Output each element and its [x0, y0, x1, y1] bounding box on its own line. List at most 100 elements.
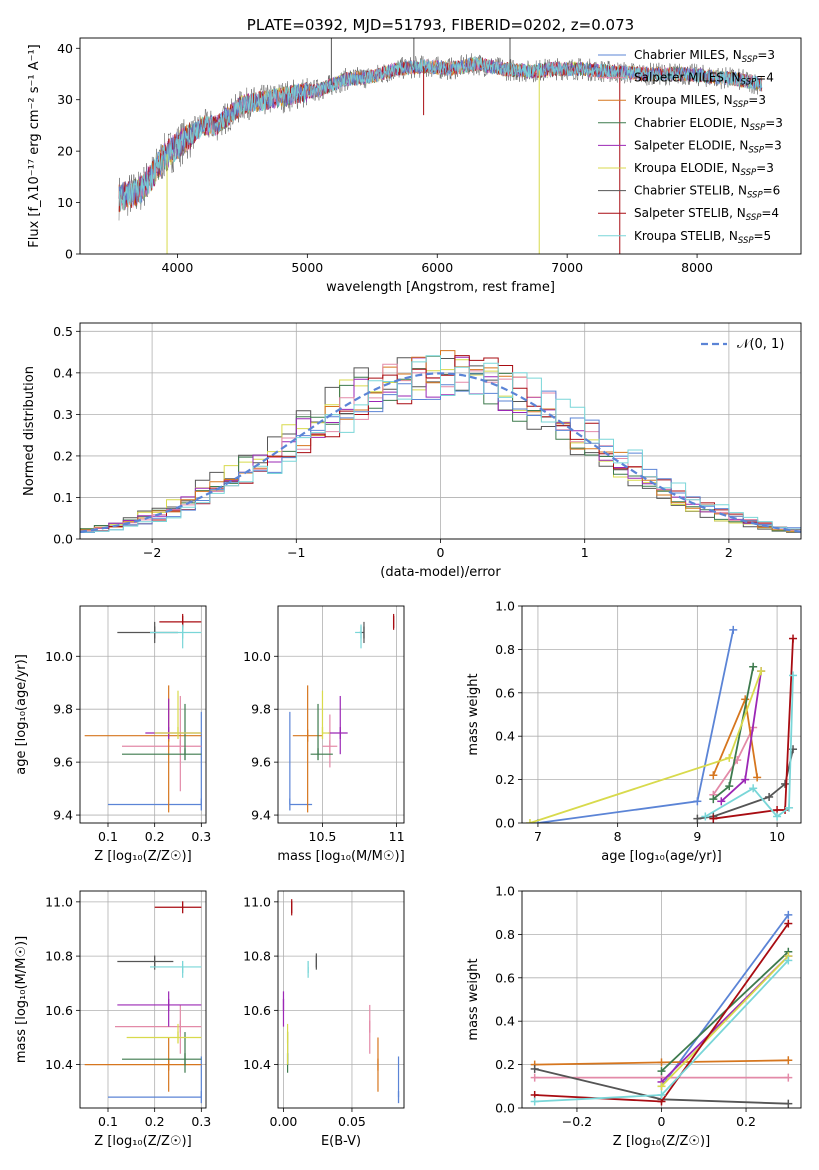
weight-line: [697, 749, 794, 820]
legend-label-chabrier_miles: Chabrier MILES, NSSP=3: [634, 48, 775, 65]
errorbar-point-chabrier_elodie: [122, 703, 202, 761]
x-tick-label: 9: [693, 829, 701, 844]
errorbar-point-salpeter_stelib: [154, 901, 202, 914]
y-axis-label: mass weight: [466, 673, 481, 755]
x-tick-label: 10: [769, 829, 785, 844]
plot-area: [289, 613, 395, 813]
y-tick-label: 9.4: [53, 808, 73, 823]
errorbar-point-chabrier_miles: [108, 711, 202, 811]
x-axis-label: Z [log₁₀(Z/Z☉)]: [613, 1134, 710, 1149]
axes-frame: [521, 890, 802, 1109]
legend-label-kroupa_stelib: Kroupa STELIB, NSSP=5: [634, 229, 771, 246]
plot-area: [530, 910, 793, 1108]
legend-label-salpeter_elodie: Salpeter ELODIE, NSSP=3: [634, 138, 782, 155]
y-tick-label: 0.8: [495, 927, 515, 942]
x-tick-label: 7: [534, 829, 542, 844]
y-axis-label: mass weight: [466, 958, 481, 1040]
y-tick-label: 10.6: [45, 1003, 73, 1018]
axes-frame: [277, 605, 405, 824]
weight-series-chabrier_elodie: [709, 662, 758, 804]
axes-residuals: −2 −1 0 1 2 0.0 0.1 0.2 0.3 0.4 0.5 (data-model)/er…: [22, 322, 802, 580]
errorbar-point-chabrier_elodie: [310, 703, 333, 761]
x-tick-label: 11: [389, 829, 405, 844]
y-tick-label: 30: [57, 92, 73, 107]
x-axis-label: Z [log₁₀(Z/Z☉)]: [94, 1134, 191, 1149]
plot-area: [84, 613, 202, 813]
axes-weight_vs_age: 7 8 9 10 0.0 0.2 0.4 0.6 0.8 1.0 age [log₁₀(age/yr…: [466, 599, 802, 864]
y-tick-label: 10.0: [243, 649, 271, 664]
errorbar-point-salpeter_stelib: [159, 613, 202, 630]
weight-series-salpeter_stelib: [709, 634, 798, 823]
weight-series-kroupa_stelib: [530, 956, 793, 1106]
errorbar-point-chabrier_miles: [108, 1056, 202, 1104]
y-tick-label: 0.2: [53, 448, 73, 463]
x-axis-label: Z [log₁₀(Z/Z☉)]: [94, 849, 191, 864]
x-tick-label: 2: [725, 545, 733, 560]
x-tick-label: 4000: [162, 260, 194, 275]
weight-series-chabrier_miles: [657, 910, 793, 1091]
y-tick-label: 11.0: [45, 894, 73, 909]
y-tick-label: 10: [57, 195, 73, 210]
legend-label-chabrier_stelib: Chabrier STELIB, NSSP=6: [634, 184, 780, 201]
y-tick-label: 9.4: [251, 808, 271, 823]
y-tick-label: 1.0: [495, 884, 515, 899]
legend-label-salpeter_stelib: Salpeter STELIB, NSSP=4: [634, 206, 779, 223]
errorbar-point-kroupa_elodie: [321, 690, 330, 740]
axes-weight_vs_z: −0.2 0 0.2 0.0 0.2 0.4 0.6 0.8 1.0 Z [log₁₀(Z/Z☉)…: [466, 884, 802, 1149]
y-tick-label: 10.6: [243, 1003, 271, 1018]
axes-frame: [277, 890, 405, 1109]
axes-frame: [79, 890, 207, 1109]
errorbar-point-kroupa_stelib: [150, 624, 202, 649]
y-tick-label: 0.2: [495, 772, 515, 787]
x-tick-label: 6000: [421, 260, 453, 275]
y-tick-label: 0.0: [495, 1101, 515, 1116]
errorbar-point-kroupa_stelib: [150, 960, 202, 978]
y-tick-label: 9.6: [251, 755, 271, 770]
x-tick-label: 0: [437, 545, 445, 560]
errorbar-point-chabrier_elodie: [122, 1032, 202, 1073]
errorbar-point-chabrier_stelib: [117, 955, 174, 970]
legend-label-normal: 𝒩(0, 1): [737, 337, 784, 352]
weight-line: [660, 914, 790, 1087]
errorbar-point-kroupa_miles: [84, 1037, 202, 1092]
x-tick-label: 0.05: [338, 1114, 366, 1129]
axes-frame: [79, 37, 802, 255]
y-axis-label: mass [log₁₀(M/M☉)]: [14, 936, 29, 1063]
normal-reference-curve: [80, 372, 801, 533]
errorbar-point-chabrier_miles: [289, 711, 313, 811]
x-tick-label: 5000: [291, 260, 323, 275]
errorbar-point-salpeter_miles: [122, 695, 202, 792]
x-tick-label: 0.2: [145, 1114, 165, 1129]
y-tick-label: 10.8: [243, 949, 271, 964]
y-tick-label: 0.6: [495, 970, 515, 985]
y-tick-label: 0.0: [53, 532, 73, 547]
x-tick-label: 0.1: [98, 829, 118, 844]
x-tick-label: 8000: [681, 260, 713, 275]
weight-series-kroupa_elodie: [525, 667, 766, 823]
y-tick-label: 0.6: [495, 685, 515, 700]
axes-age_vs_mass: 10.5 11 9.4 9.6 9.8 10.0 mass [log₁₀(M/M☉)]: [243, 605, 405, 864]
y-tick-label: 9.8: [53, 702, 73, 717]
axes-mass_vs_ebv: 0.00 0.05 10.4 10.6 10.8 11.0 E(B-V): [243, 890, 405, 1149]
errorbar-point-salpeter_miles: [322, 714, 338, 768]
y-tick-label: 0.1: [53, 490, 73, 505]
legend-label-salpeter_miles: Salpeter MILES, NSSP=4: [634, 71, 774, 88]
y-tick-label: 0.8: [495, 642, 515, 657]
y-tick-label: 0.4: [53, 365, 73, 380]
plot-area: [80, 350, 801, 536]
y-axis-label: Flux [f_λ10⁻¹⁷ erg cm⁻² s⁻¹ A⁻¹]: [27, 44, 42, 248]
x-tick-label: 0.00: [270, 1114, 298, 1129]
y-tick-label: 0: [65, 247, 73, 262]
legend-label-chabrier_elodie: Chabrier ELODIE, NSSP=3: [634, 116, 783, 133]
x-tick-label: 0.1: [98, 1114, 118, 1129]
x-tick-label: 10.5: [309, 829, 337, 844]
x-tick-label: 0.2: [736, 1114, 756, 1129]
y-tick-label: 10.8: [45, 949, 73, 964]
y-tick-label: 40: [57, 41, 73, 56]
weight-series-kroupa_stelib: [701, 671, 798, 821]
weight-series-kroupa_elodie: [657, 952, 793, 1091]
errorbar-point-kroupa_stelib: [355, 624, 362, 649]
x-tick-label: 7000: [551, 260, 583, 275]
y-tick-label: 9.8: [251, 702, 271, 717]
x-axis-label: age [log₁₀(age/yr)]: [601, 849, 722, 864]
